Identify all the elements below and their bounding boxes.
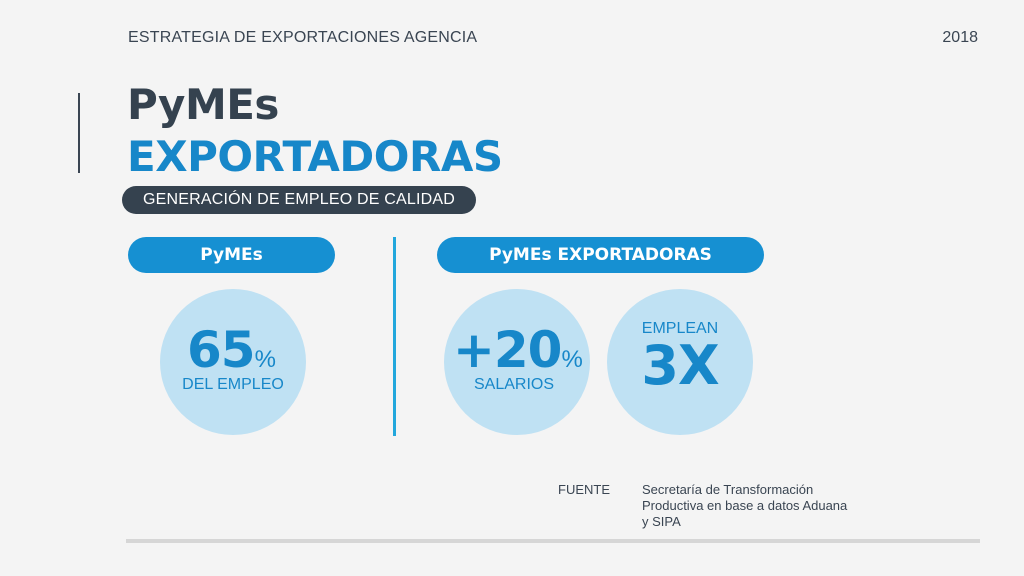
- title-line-1: PyMEs: [127, 80, 279, 129]
- salaries-stat-unit: %: [561, 346, 583, 373]
- salaries-stat-label: SALARIOS: [473, 376, 555, 393]
- subtitle-badge: GENERACIÓN DE EMPLEO DE CALIDAD: [122, 186, 476, 214]
- header-title: ESTRATEGIA DE EXPORTACIONES AGENCIA: [128, 29, 478, 46]
- employ-stat-value: 3X: [641, 334, 719, 397]
- employment-stat-circle: [160, 289, 306, 435]
- employment-stat-value: 65: [187, 321, 256, 379]
- pymes-pill: PyMEs: [128, 237, 335, 273]
- salaries-stat-value-group: +20%: [453, 321, 583, 379]
- source-text: Secretaría de Transformación Productiva …: [642, 482, 848, 529]
- header-year: 2018: [942, 29, 978, 46]
- source-label: FUENTE: [558, 482, 610, 497]
- salaries-stat-value: +20: [453, 321, 562, 379]
- employ-stat-top-label: EMPLEAN: [641, 320, 719, 337]
- bottom-bar: [126, 539, 980, 543]
- employment-stat-unit: %: [254, 346, 276, 373]
- pymes-exportadoras-pill: PyMEs EXPORTADORAS: [437, 237, 764, 273]
- employment-stat-label: DEL EMPLEO: [182, 376, 284, 393]
- employment-stat-value-group: 65%: [187, 321, 276, 379]
- salaries-stat-circle: [444, 289, 590, 435]
- title-line-2: EXPORTADORAS: [127, 132, 503, 181]
- section-divider: [393, 237, 396, 436]
- title-accent-line: [78, 93, 80, 173]
- employ-stat-circle: [607, 289, 753, 435]
